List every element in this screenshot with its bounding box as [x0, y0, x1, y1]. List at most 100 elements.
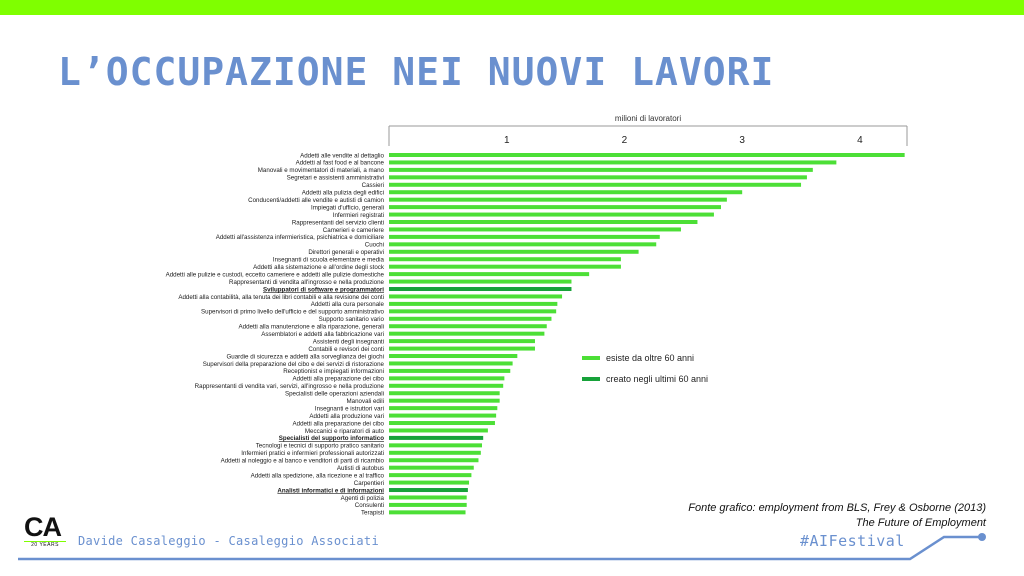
bar — [389, 220, 698, 225]
bar — [389, 316, 552, 321]
bar — [389, 502, 467, 507]
bar — [389, 465, 474, 470]
bar — [389, 249, 639, 254]
bar — [389, 212, 714, 217]
bar — [389, 264, 621, 269]
category-label: Manovali edili — [347, 398, 385, 405]
bar — [389, 279, 572, 284]
bar — [389, 324, 547, 329]
bar — [389, 391, 500, 396]
category-label: Supervisori di primo livello dell'uffici… — [201, 309, 385, 316]
logo-letters: CA — [24, 512, 62, 542]
bar — [389, 205, 721, 210]
category-label: Contabili e revisori dei conti — [308, 346, 384, 353]
category-label: Rappresentanti di vendita all'ingrosso e… — [229, 279, 384, 286]
bar — [389, 331, 545, 336]
category-label: Rappresentanti del servizio clienti — [292, 219, 384, 226]
bar — [389, 435, 484, 440]
x-tick-label: 3 — [739, 135, 745, 146]
author-credit: Davide Casaleggio - Casaleggio Associati — [78, 534, 379, 548]
category-label: Addetti alla preparazione dei cibo — [293, 376, 385, 383]
category-label: Infermieri pratici e infermieri professi… — [241, 450, 384, 457]
bar — [389, 287, 572, 292]
category-label: Addetti al noleggio e al banco e vendito… — [221, 458, 385, 465]
footer-line — [18, 535, 982, 561]
source-line-1: Fonte grafico: employment from BLS, Frey… — [688, 502, 986, 514]
category-label: Assemblatori e addetti alla fabbricazion… — [261, 331, 384, 338]
category-label: Meccanici e riparatori di auto — [305, 428, 385, 435]
category-label: Assistenti degli insegnanti — [313, 338, 384, 345]
bar — [389, 301, 558, 306]
bar — [389, 175, 807, 180]
category-label: Specialisti del supporto informatico — [279, 435, 384, 442]
category-label: Addetti al fast food e al bancone — [296, 160, 385, 167]
bar — [389, 473, 472, 478]
logo-subtitle: 20 YEARS — [24, 541, 66, 548]
category-label: Addetti alla cura personale — [311, 301, 385, 308]
category-label: Tecnologi e tecnici di supporto pratico … — [256, 443, 385, 450]
bar — [389, 227, 681, 232]
category-label: Infermieri registrati — [333, 212, 384, 219]
bar — [389, 242, 657, 247]
category-label: Analisti informatici e di informazioni — [277, 487, 384, 494]
category-label: Sviluppatori di software e programmatori — [263, 286, 384, 293]
bar — [389, 421, 495, 426]
category-label: Cuochi — [365, 242, 384, 249]
bar — [389, 339, 535, 344]
category-label: Supervisori della preparazione del cibo … — [203, 361, 385, 368]
bar — [389, 153, 905, 157]
source-note: Fonte grafico: employment from BLS, Frey… — [688, 501, 986, 531]
category-label: Impiegati d'ufficio, generali — [311, 204, 384, 211]
bar — [389, 510, 466, 515]
category-label: Addetti alla produzione vari — [309, 413, 384, 420]
bar — [389, 458, 479, 463]
category-label: Addetti all'assistenza infermieristica, … — [216, 234, 385, 241]
bar — [389, 257, 621, 262]
category-label: Terapisti — [361, 510, 384, 517]
category-label: Direttori generali e operativi — [308, 249, 384, 256]
category-label: Supporto sanitario vario — [319, 316, 385, 323]
bar — [389, 197, 727, 202]
bar — [389, 495, 467, 500]
category-label: Addetti alla preparazione dei cibo — [293, 420, 385, 427]
category-label: Addetti alla manutenzione e alla riparaz… — [239, 324, 385, 331]
bar — [389, 398, 500, 403]
event-hashtag: #AIFestival — [800, 532, 905, 550]
x-axis-title: milioni di lavoratori — [615, 114, 681, 123]
bar — [389, 368, 511, 373]
category-label: Conducenti/addetti alle vendite e autist… — [248, 197, 384, 204]
bar — [389, 190, 743, 195]
bar — [389, 413, 497, 418]
bar — [389, 361, 513, 366]
category-label: Camerieri e cameriere — [323, 227, 385, 234]
category-label: Receptionist e impiegati informazioni — [283, 368, 384, 375]
category-label: Cassieri — [362, 182, 384, 189]
category-label: Addetti alle pulizie e custodi, eccetto … — [166, 271, 385, 278]
legend-swatch — [582, 356, 600, 360]
category-label: Carpentieri — [354, 480, 384, 487]
category-label: Manovali e movimentatori di materiali, a… — [258, 167, 385, 174]
category-label: Consulenti — [355, 502, 384, 509]
legend-label: creato negli ultimi 60 anni — [606, 374, 708, 384]
x-tick-label: 2 — [622, 135, 628, 146]
bar — [389, 383, 504, 388]
bar — [389, 294, 563, 299]
category-label: Agenti di polizia — [341, 495, 385, 502]
bar — [389, 234, 660, 239]
top-accent-bar — [0, 0, 1024, 15]
footer-dot — [978, 533, 986, 541]
bar — [389, 309, 557, 314]
bar — [389, 346, 535, 351]
bar — [389, 167, 813, 172]
category-label: Addetti alla pulizia degli edifici — [302, 190, 384, 197]
company-logo: CA 20 YEARS — [24, 514, 66, 548]
bar — [389, 182, 802, 187]
bar — [389, 488, 468, 493]
category-label: Addetti alle vendite al dettaglio — [300, 152, 384, 159]
category-label: Segretari e assistenti amministrativi — [287, 175, 384, 182]
category-label: Addetti alla spedizione, alla ricezione … — [251, 472, 385, 479]
category-label: Addetti alla sistemazione e all'ordine d… — [253, 264, 385, 271]
bar — [389, 480, 470, 485]
